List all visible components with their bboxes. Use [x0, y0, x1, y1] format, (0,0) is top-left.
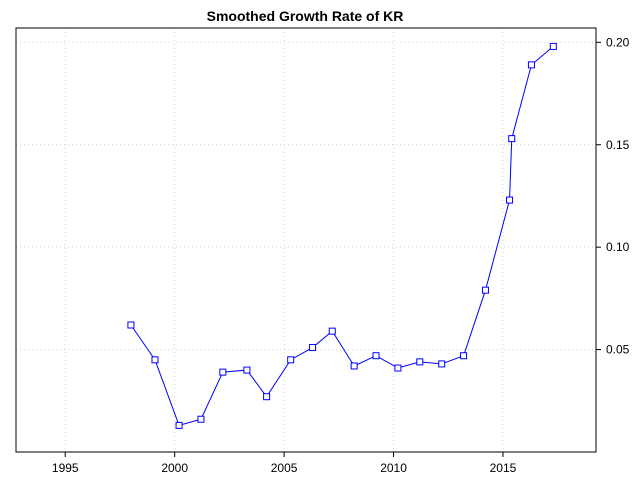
x-tick-label: 2010 — [380, 461, 407, 475]
axes: 1995 2000 2005 2010 2015 0.05 0.10 0.15 0.20 — [52, 35, 630, 475]
data-point — [219, 368, 227, 376]
y-tick-label: 0.15 — [606, 138, 630, 152]
data-point — [481, 286, 489, 294]
data-point — [243, 366, 251, 374]
y-tick-label: 0.05 — [606, 343, 630, 357]
data-point — [372, 352, 380, 360]
y-tick-label: 0.20 — [606, 35, 630, 49]
data-point — [549, 42, 557, 50]
data-point — [175, 421, 183, 429]
x-tick-label: 2005 — [271, 461, 298, 475]
data-point — [460, 352, 468, 360]
x-tick-label: 2015 — [490, 461, 517, 475]
data-point — [394, 364, 402, 372]
chart-title: Smoothed Growth Rate of KR — [207, 8, 404, 24]
data-point — [263, 393, 271, 401]
data-point — [416, 358, 424, 366]
series-layer — [127, 42, 557, 429]
plot-frame — [15, 27, 597, 453]
data-point — [508, 135, 516, 143]
data-point — [438, 360, 446, 368]
grid — [16, 28, 596, 452]
series-line — [130, 46, 554, 426]
data-point — [350, 362, 358, 370]
y-tick-label: 0.10 — [606, 240, 630, 254]
data-point — [197, 415, 205, 423]
x-tick-label: 2000 — [161, 461, 188, 475]
data-point — [309, 344, 317, 352]
x-tick-label: 1995 — [52, 461, 79, 475]
data-point — [127, 321, 135, 329]
data-point — [328, 327, 336, 335]
data-point — [506, 196, 514, 204]
data-point — [527, 61, 535, 69]
data-point — [287, 356, 295, 364]
data-point — [151, 356, 159, 364]
